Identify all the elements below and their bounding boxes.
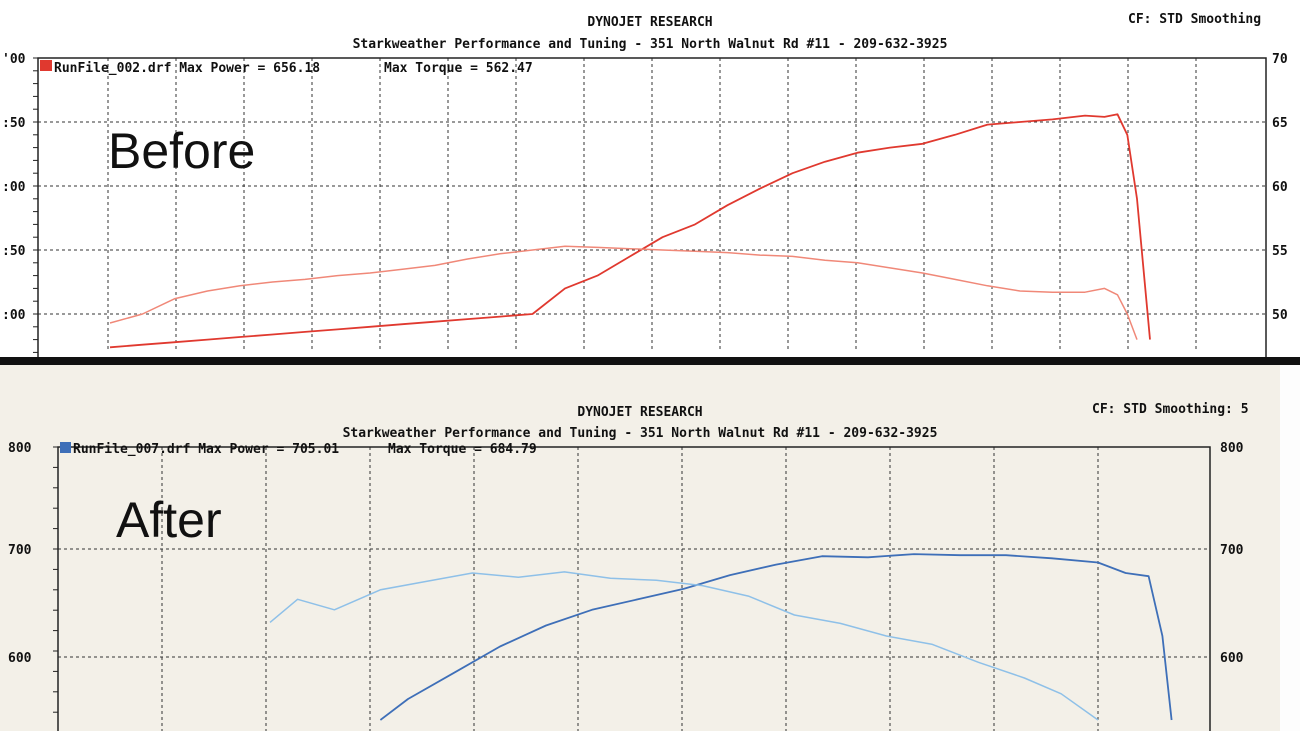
before-series-torque-line (109, 245, 1138, 340)
before-panel-label: Before (108, 123, 255, 179)
before-series (109, 113, 1151, 349)
after-y-tick-label-right: 600 (1220, 651, 1244, 666)
before-plot-frame (37, 57, 1267, 357)
before-y-tick-label-left: '00 (2, 52, 26, 67)
before-legend-torque: Max Torque = 562.47 (384, 61, 533, 76)
panel-divider (0, 357, 1300, 365)
before-y-tick-label-right: 60 (1272, 180, 1288, 195)
after-legend-run: RunFile_007.drf Max Power = 705.01 (73, 442, 339, 457)
before-legend-swatch (40, 60, 52, 71)
before-header-shop: Starkweather Performance and Tuning - 35… (353, 37, 948, 52)
before-y-tick-label-right: 70 (1272, 52, 1288, 67)
before-y-tick-label-left: :00 (2, 308, 26, 323)
after-chart-svg: DYNOJET RESEARCH Starkweather Performanc… (8, 402, 1249, 731)
after-series-power-line (379, 553, 1173, 721)
after-y-tick-label-left: 700 (8, 543, 32, 558)
before-y-tick-label-right: 50 (1272, 308, 1288, 323)
before-y-tick-label-right: 65 (1272, 116, 1288, 131)
after-y-tick-label-right: 800 (1220, 441, 1244, 456)
before-grid (38, 58, 1266, 352)
before-y-tick-label-left: :00 (2, 180, 26, 195)
after-panel-label: After (116, 492, 222, 548)
before-y-tick-label-left: :50 (2, 116, 26, 131)
after-plot-frame (57, 446, 1211, 731)
after-header-cf: CF: STD Smoothing: 5 (1092, 402, 1249, 417)
after-legend-swatch (60, 442, 71, 453)
after-y-tick-label-right: 700 (1220, 543, 1244, 558)
after-series (269, 553, 1173, 721)
before-legend-run: RunFile_002.drf Max Power = 656.18 (54, 61, 320, 76)
before-chart-svg: DYNOJET RESEARCH Starkweather Performanc… (2, 12, 1288, 357)
before-series-power-line (109, 113, 1151, 349)
after-legend-torque: Max Torque = 684.79 (388, 442, 537, 457)
dyno-chart-before: DYNOJET RESEARCH Starkweather Performanc… (0, 0, 1300, 357)
before-header-brand: DYNOJET RESEARCH (587, 15, 712, 30)
after-grid (58, 447, 1210, 731)
after-header-shop: Starkweather Performance and Tuning - 35… (343, 426, 938, 441)
after-y-tick-label-left: 800 (8, 441, 32, 456)
dyno-chart-after: DYNOJET RESEARCH Starkweather Performanc… (0, 365, 1300, 731)
after-header-brand: DYNOJET RESEARCH (577, 405, 702, 420)
after-scan-edge (1280, 365, 1300, 731)
after-series-torque-line (269, 571, 1099, 721)
after-y-tick-label-left: 600 (8, 651, 32, 666)
before-y-ticks: '00 70 :50 65 :00 60 :50 55 :00 50 (2, 52, 1288, 353)
after-y-ticks: 800 800 700 700 600 600 (8, 441, 1244, 713)
before-y-tick-label-right: 55 (1272, 244, 1288, 259)
before-header-cf: CF: STD Smoothing (1128, 12, 1261, 27)
before-y-tick-label-left: :50 (2, 244, 26, 259)
